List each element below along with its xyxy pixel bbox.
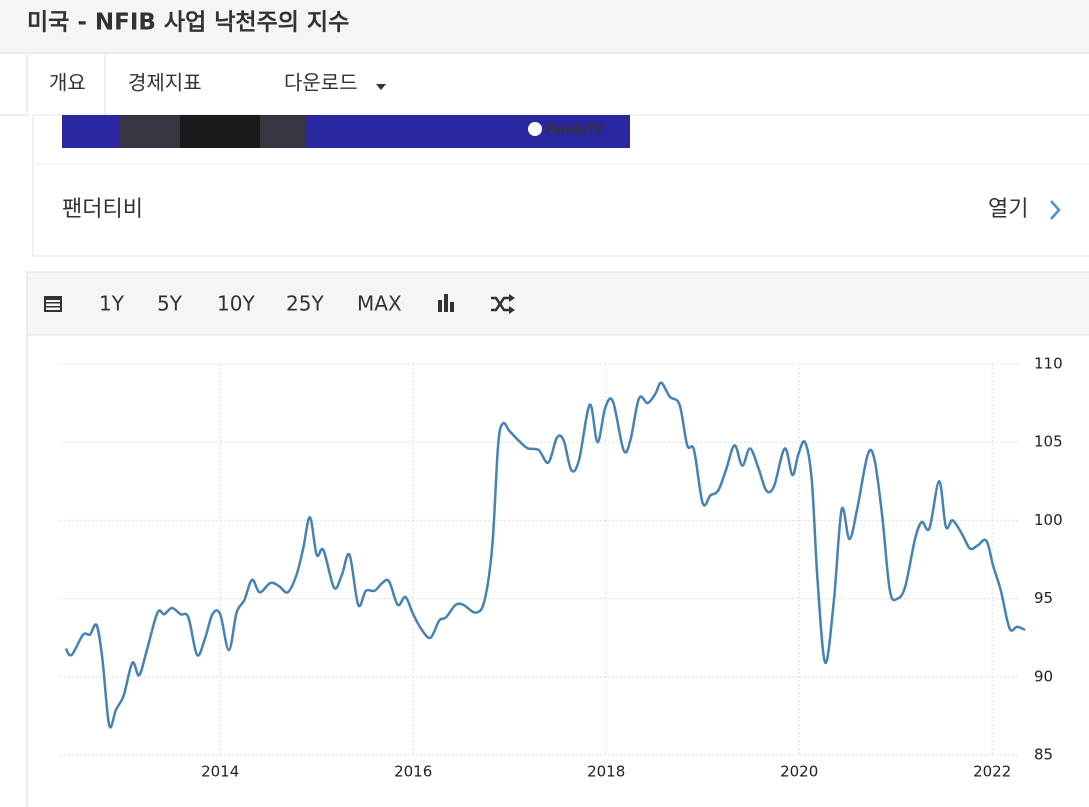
calendar-row [46, 302, 60, 304]
y-tick-label: 90 [1034, 667, 1053, 685]
shuffle-arrow [509, 306, 515, 314]
ad-chevron[interactable] [1050, 200, 1061, 220]
bar-icon-bar [438, 300, 442, 312]
range-button[interactable]: 10Y [217, 292, 255, 316]
ad-logo-icon [528, 122, 542, 136]
range-button[interactable]: 25Y [286, 292, 324, 316]
header-bg [0, 0, 1089, 53]
dropdown-caret[interactable] [376, 84, 386, 90]
x-tick-label: 2018 [587, 763, 625, 781]
range-button[interactable]: 5Y [157, 292, 183, 316]
page-title: 미국 - NFIB 사업 낙천주의 지수 [27, 10, 349, 36]
range-button[interactable]: 1Y [99, 292, 125, 316]
shuffle-arrow [509, 294, 515, 302]
x-tick-label: 2020 [780, 763, 818, 781]
bar-icon-bar [444, 294, 448, 312]
ad-logo: PandaTV [545, 123, 606, 137]
x-tick-label: 2016 [394, 763, 432, 781]
bar-icon-bar [450, 302, 454, 312]
ad-photo-detail [180, 115, 260, 148]
toolbar [26, 271, 1089, 336]
tab[interactable]: 경제지표 [128, 71, 202, 95]
tab-bar [0, 54, 1089, 115]
x-tick-label: 2022 [973, 763, 1011, 781]
y-tick-label: 100 [1034, 511, 1063, 529]
bar-icon[interactable] [438, 294, 454, 312]
shuffle-icon[interactable] [491, 294, 515, 314]
range-button[interactable]: MAX [357, 292, 402, 316]
y-tick-label: 85 [1034, 746, 1053, 764]
shuffle-path [491, 296, 510, 312]
y-tick-label: 105 [1034, 433, 1063, 451]
calendar-row [46, 306, 60, 308]
ad-action[interactable]: 열기 [988, 197, 1028, 222]
calendar-face [46, 300, 60, 310]
tab[interactable]: 다운로드 [284, 71, 358, 95]
tab[interactable]: 개요 [49, 71, 86, 95]
data-line [64, 381, 1026, 729]
calendar-icon[interactable] [44, 296, 62, 312]
ad-name: 팬더티비 [62, 197, 143, 222]
y-tick-label: 110 [1034, 355, 1063, 373]
x-tick-label: 2014 [201, 763, 239, 781]
y-tick-label: 95 [1034, 589, 1053, 607]
